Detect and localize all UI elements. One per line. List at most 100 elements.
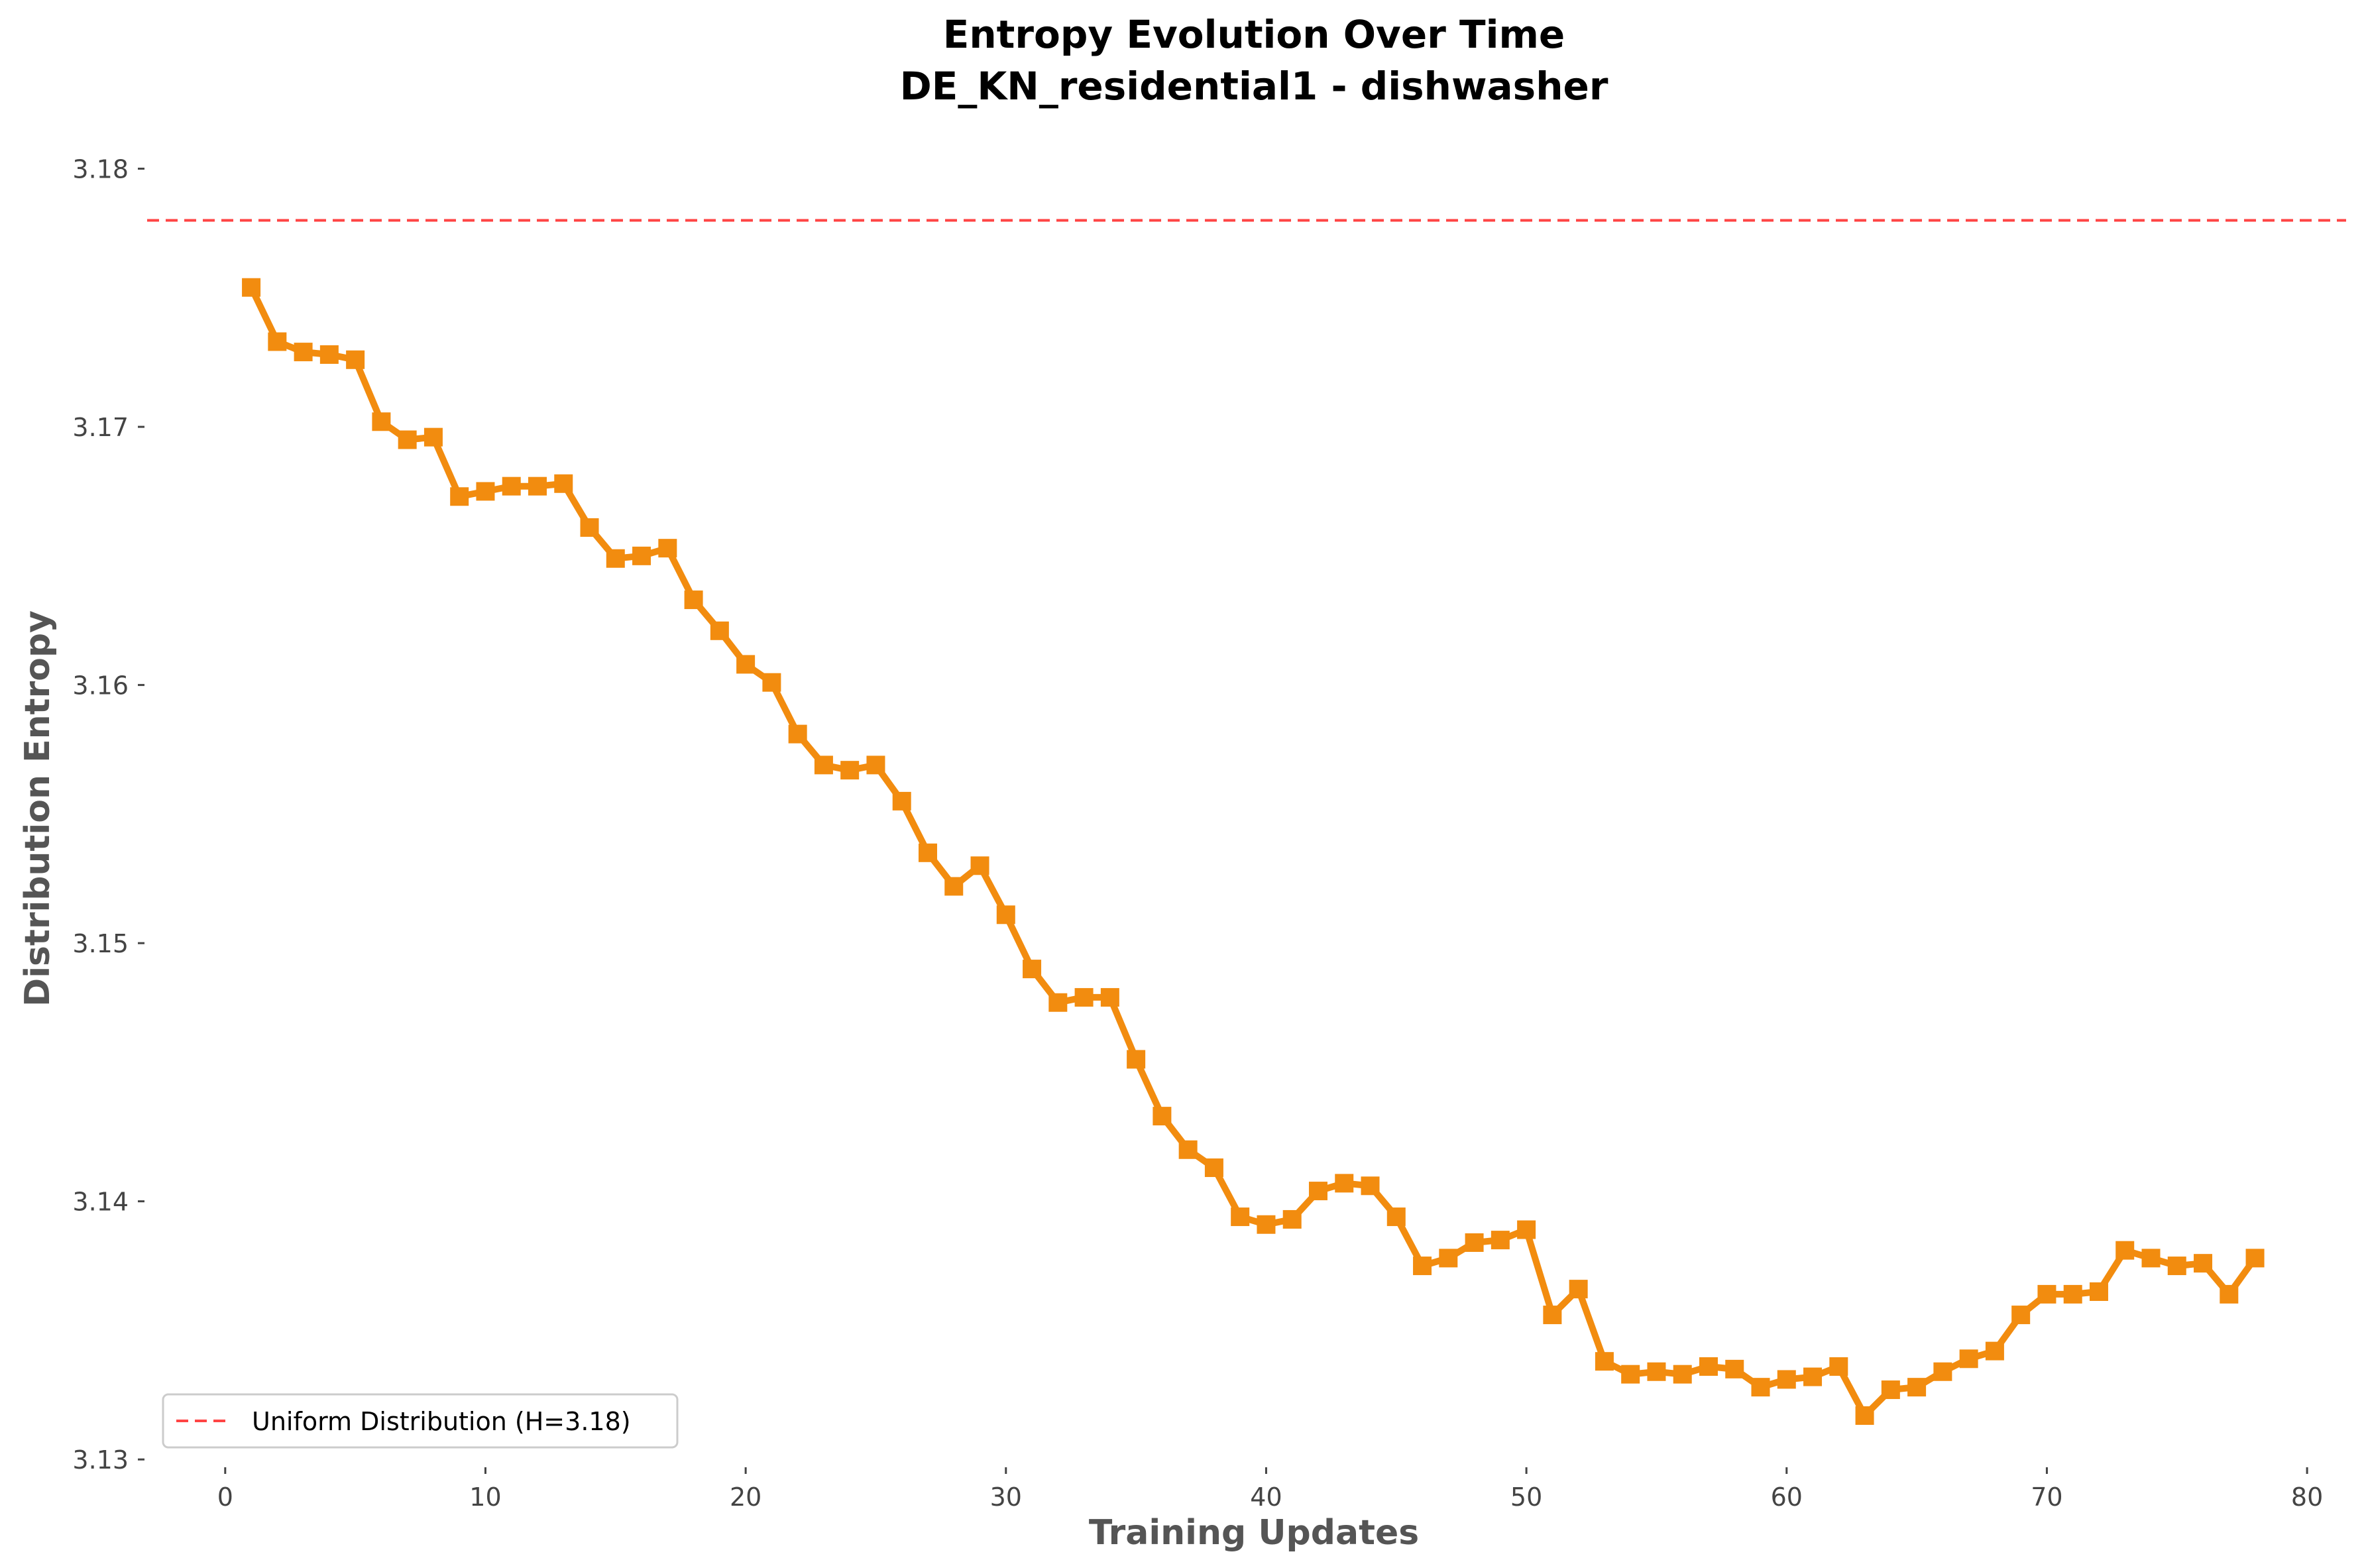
data-point — [1907, 1378, 1927, 1397]
legend-box — [162, 1393, 679, 1449]
x-tick-label: 60 — [1771, 1483, 1803, 1512]
y-tick-label: 3.16 — [72, 671, 129, 700]
y-axis-label: Distribution Entropy — [18, 610, 58, 1007]
data-point — [892, 791, 911, 811]
data-point — [242, 278, 261, 297]
data-point — [1439, 1249, 1458, 1268]
data-point — [736, 655, 756, 674]
data-point — [996, 905, 1015, 924]
data-point — [1361, 1176, 1380, 1196]
data-point — [710, 621, 729, 640]
data-point — [1153, 1107, 1172, 1126]
data-point — [2141, 1249, 2161, 1268]
data-point — [372, 412, 391, 431]
y-tick-label: 3.13 — [72, 1445, 129, 1475]
data-point — [1074, 987, 1094, 1007]
y-tick-label: 3.15 — [72, 929, 129, 958]
data-point — [684, 590, 703, 610]
data-point — [1829, 1357, 1848, 1376]
data-point — [658, 539, 677, 558]
x-tick-label: 80 — [2291, 1483, 2323, 1512]
data-point — [398, 430, 417, 449]
x-tick-label: 0 — [217, 1483, 233, 1512]
legend-label-uniform: Uniform Distribution (H=3.18) — [252, 1407, 631, 1436]
data-point — [1803, 1367, 1823, 1386]
data-point — [918, 843, 937, 862]
data-point — [788, 724, 807, 744]
data-point — [2194, 1254, 2213, 1273]
data-point — [1725, 1359, 1744, 1378]
x-tick-label: 70 — [2031, 1483, 2062, 1512]
data-point — [632, 546, 651, 565]
data-point — [450, 487, 469, 506]
data-point — [1100, 987, 1119, 1007]
data-point — [319, 345, 339, 364]
data-point — [2063, 1284, 2082, 1304]
data-point — [1178, 1140, 1198, 1159]
x-tick-label: 10 — [469, 1483, 501, 1512]
data-point — [1673, 1365, 1692, 1384]
x-tick-label: 40 — [1250, 1483, 1282, 1512]
data-point — [1231, 1207, 1250, 1227]
data-point — [1569, 1280, 1588, 1299]
y-tick-label: 3.14 — [72, 1188, 129, 1217]
legend: Uniform Distribution (H=3.18) — [162, 1393, 679, 1449]
data-point — [2167, 1257, 2186, 1276]
data-point — [1023, 960, 1042, 979]
x-axis: 0 10 20 30 40 50 60 70 80 — [217, 1467, 2323, 1512]
y-axis: 3.13 3.14 3.15 3.16 3.17 3.18 — [72, 155, 144, 1475]
data-point — [840, 761, 860, 780]
data-point — [1751, 1378, 1770, 1397]
data-point — [476, 482, 495, 501]
data-point — [1881, 1380, 1900, 1400]
data-point — [1959, 1349, 1978, 1369]
data-point — [2245, 1249, 2265, 1268]
data-point — [294, 343, 313, 362]
entropy-series-line — [248, 284, 2259, 1419]
data-point — [1855, 1406, 1874, 1425]
data-point — [423, 427, 443, 447]
data-point — [580, 518, 599, 537]
data-point — [866, 756, 885, 775]
data-point — [528, 476, 547, 496]
data-point — [970, 856, 989, 875]
data-point — [1543, 1306, 1562, 1325]
data-point — [1647, 1362, 1666, 1381]
x-tick-label: 50 — [1510, 1483, 1542, 1512]
data-point — [2115, 1241, 2135, 1260]
data-point — [1491, 1231, 1510, 1250]
data-point — [502, 476, 521, 496]
data-point — [1257, 1215, 1276, 1234]
data-point — [1621, 1365, 1640, 1384]
chart-title: Entropy Evolution Over Time — [943, 12, 1565, 57]
data-point — [2089, 1282, 2108, 1302]
data-point — [1595, 1352, 1614, 1371]
chart-subtitle: DE_KN_residential1 - dishwasher — [900, 64, 1608, 109]
y-tick-label: 3.17 — [72, 413, 129, 442]
data-point — [346, 350, 365, 369]
data-point — [1517, 1220, 1536, 1239]
data-point — [606, 549, 625, 568]
data-point — [1699, 1357, 1718, 1376]
data-point — [1777, 1370, 1796, 1389]
data-point — [814, 756, 833, 775]
data-point — [1465, 1233, 1484, 1252]
data-point — [1204, 1158, 1223, 1178]
data-point — [1335, 1174, 1354, 1193]
data-point — [1308, 1182, 1327, 1201]
x-tick-label: 30 — [990, 1483, 1022, 1512]
data-point — [762, 673, 781, 692]
data-point — [2037, 1284, 2056, 1304]
entropy-series-markers — [242, 278, 2265, 1425]
data-point — [554, 474, 573, 493]
data-point — [1413, 1257, 1432, 1276]
x-axis-label: Training Updates — [1089, 1513, 1419, 1553]
data-point — [1985, 1341, 2004, 1361]
data-point — [2220, 1284, 2239, 1304]
data-point — [268, 332, 287, 351]
data-point — [1386, 1207, 1406, 1227]
data-point — [1127, 1050, 1146, 1069]
x-tick-label: 20 — [730, 1483, 761, 1512]
y-tick-label: 3.18 — [72, 155, 129, 184]
